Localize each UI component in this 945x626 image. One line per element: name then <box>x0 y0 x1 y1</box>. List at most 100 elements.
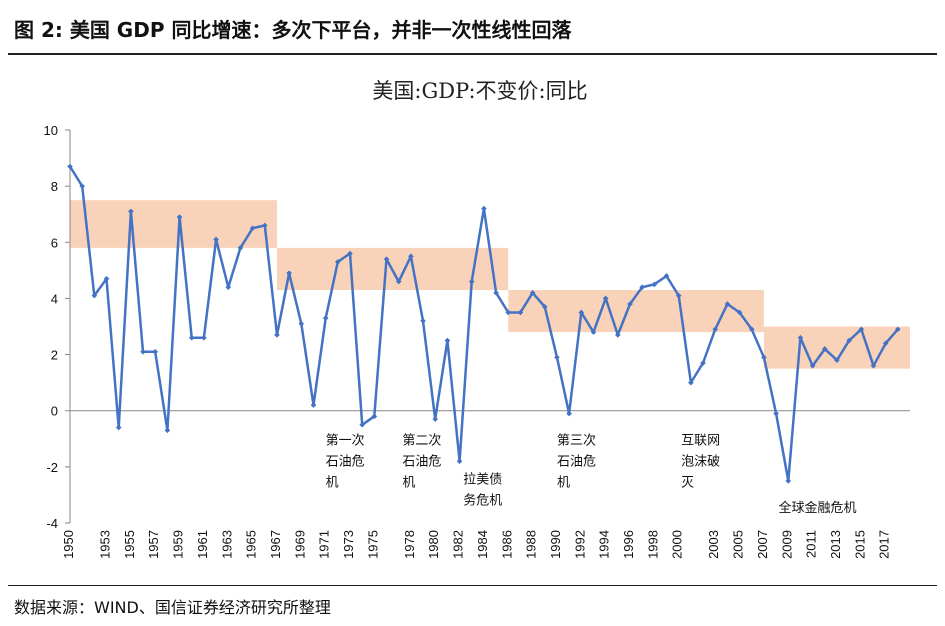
data-point <box>371 413 378 420</box>
x-tick-label: 2007 <box>755 530 770 559</box>
figure-title: 图 2: 美国 GDP 同比增速：多次下平台，并非一次性线性回落 <box>14 18 572 42</box>
top-rule <box>8 53 937 55</box>
x-tick-label: 1965 <box>244 530 259 559</box>
x-tick-label: 1992 <box>572 530 587 559</box>
data-point <box>700 360 706 366</box>
data-point <box>298 320 305 327</box>
data-point <box>164 427 171 434</box>
x-tick-label: 1996 <box>621 530 636 559</box>
y-tick-label: 6 <box>51 235 58 250</box>
data-point <box>882 340 889 347</box>
data-point <box>213 236 219 243</box>
bottom-rule <box>8 585 937 586</box>
x-tick-label: 2015 <box>852 530 867 559</box>
data-point <box>785 478 792 484</box>
x-tick-label: 2013 <box>828 530 843 559</box>
data-point <box>140 348 146 355</box>
data-point <box>420 318 426 324</box>
data-point <box>91 292 98 299</box>
data-point <box>152 348 159 355</box>
data-point <box>468 278 475 285</box>
data-point <box>748 326 755 333</box>
data-point <box>249 225 256 232</box>
data-point <box>870 363 877 369</box>
chart-title: 美国:GDP:不变价:同比 <box>372 79 587 103</box>
data-point <box>761 354 767 361</box>
x-tick-label: 1990 <box>548 530 563 559</box>
data-point <box>103 275 110 282</box>
x-tick-label: 1961 <box>195 530 210 559</box>
data-point <box>310 402 317 408</box>
data-point <box>176 214 183 220</box>
x-tick-label: 1988 <box>524 530 539 559</box>
x-tick-label: 1980 <box>426 530 441 559</box>
y-tick-label: -2 <box>46 460 58 475</box>
x-tick-label: 2003 <box>706 530 721 559</box>
data-point <box>359 421 365 428</box>
data-point <box>201 334 207 341</box>
x-tick-label: 1963 <box>219 530 234 559</box>
data-point <box>432 416 439 422</box>
y-tick-label: 10 <box>44 123 58 138</box>
x-tick-label: 1971 <box>317 530 332 559</box>
x-tick-label: 2005 <box>731 530 746 559</box>
data-point <box>809 363 816 369</box>
data-point <box>773 410 779 417</box>
y-tick-label: 8 <box>51 179 58 194</box>
x-tick-label: 1967 <box>268 530 283 559</box>
data-point <box>493 290 499 296</box>
y-tick-label: 0 <box>51 404 58 419</box>
data-point <box>444 337 451 344</box>
data-point <box>322 315 329 321</box>
crisis-annotation: 拉美债务危机 <box>463 473 502 509</box>
data-point <box>237 245 244 251</box>
data-point <box>615 332 621 338</box>
data-point <box>688 379 694 386</box>
data-point <box>481 205 487 212</box>
x-tick-label: 1959 <box>171 530 186 559</box>
x-tick-label: 1984 <box>475 530 490 559</box>
x-tick-label: 1953 <box>98 530 113 559</box>
crisis-annotation: 互联网泡沫破灭 <box>681 433 720 490</box>
data-point <box>858 326 865 333</box>
data-point <box>395 278 402 285</box>
data-point <box>554 354 560 361</box>
data-point <box>627 301 633 307</box>
x-tick-label: 1994 <box>597 530 612 559</box>
x-tick-label: 2017 <box>877 530 892 559</box>
x-tick-label: 2000 <box>670 530 685 559</box>
platform-band <box>70 200 277 248</box>
data-point <box>456 458 463 465</box>
crisis-annotation: 第三次石油危机 <box>557 432 596 490</box>
data-point <box>383 256 390 262</box>
data-point <box>408 253 414 260</box>
data-point <box>639 284 645 290</box>
data-point <box>834 357 840 363</box>
x-tick-label: 1955 <box>122 530 137 559</box>
data-point <box>115 424 122 431</box>
x-tick-label: 1978 <box>402 530 417 559</box>
data-point <box>261 222 268 229</box>
crisis-annotation: 全球金融危机 <box>779 500 857 516</box>
data-point <box>128 208 134 215</box>
x-tick-label: 1957 <box>146 530 161 559</box>
data-point <box>663 273 670 279</box>
data-point <box>651 281 658 288</box>
crisis-annotation: 第一次石油危机 <box>326 432 365 490</box>
data-point <box>79 183 85 189</box>
data-point <box>505 309 512 316</box>
x-tick-label: 1950 <box>61 530 76 559</box>
x-tick-label: 2009 <box>779 530 794 559</box>
x-tick-label: 1986 <box>499 530 514 559</box>
data-point <box>797 334 804 341</box>
x-tick-label: 1973 <box>341 530 356 559</box>
gdp-series <box>67 163 901 484</box>
data-point <box>895 326 901 333</box>
platform-bands <box>70 200 910 369</box>
y-tick-label: 4 <box>51 291 58 306</box>
data-point <box>286 270 292 276</box>
data-point <box>821 346 828 352</box>
